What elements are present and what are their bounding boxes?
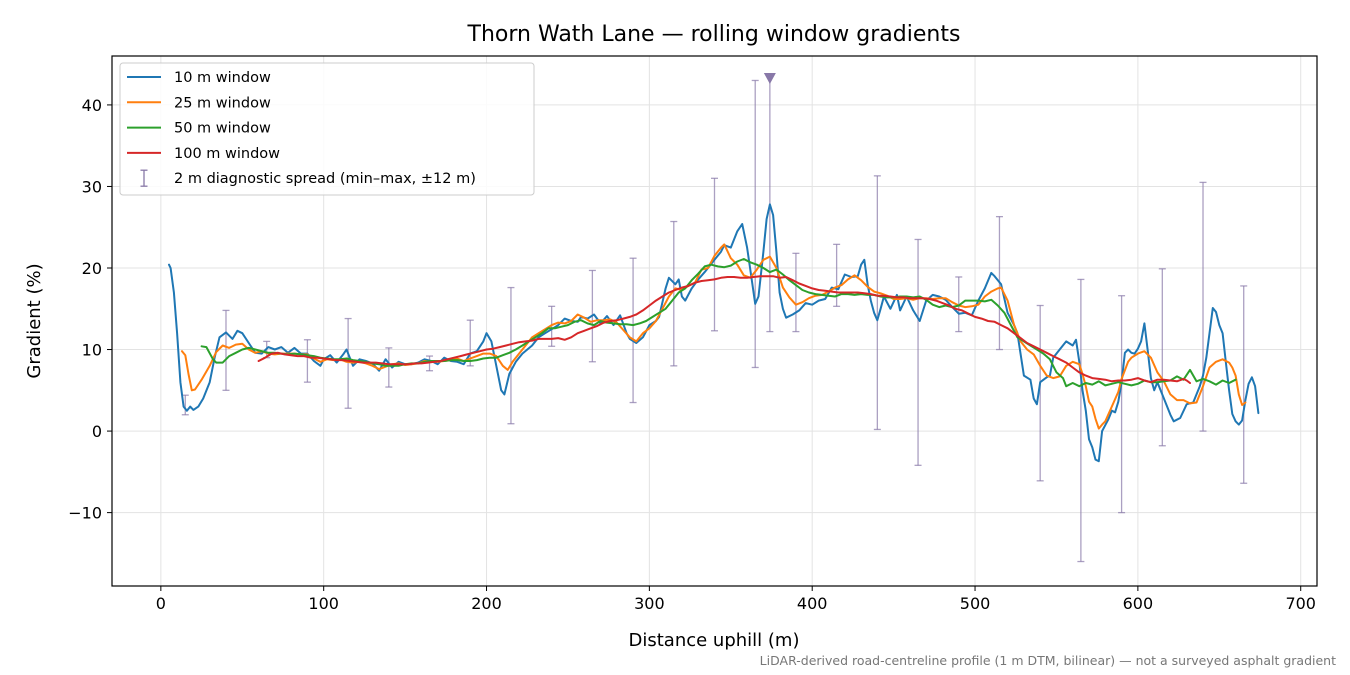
footnote: LiDAR-derived road-centreline profile (1… xyxy=(760,653,1336,668)
legend-label: 25 m window xyxy=(174,95,271,111)
series-line-4 xyxy=(257,275,1191,384)
y-tick-label: 20 xyxy=(82,259,102,278)
y-tick-label: 40 xyxy=(82,96,102,115)
legend-label: 50 m window xyxy=(174,121,271,137)
y-axis-ticks: −10 0 10 20 30 40 xyxy=(68,96,112,523)
y-tick-label: −10 xyxy=(68,504,102,523)
x-tick-label: 600 xyxy=(1123,594,1154,613)
x-axis-ticks: 0 100 200 300 400 500 600 700 xyxy=(156,586,1316,613)
plot-frame xyxy=(111,55,1318,587)
legend-box xyxy=(119,62,535,196)
series-line-1 xyxy=(168,203,1260,463)
legend-label: 100 m window xyxy=(174,146,280,162)
x-tick-label: 400 xyxy=(797,594,828,613)
x-axis-label: Distance uphill (m) xyxy=(629,630,800,651)
x-tick-label: 100 xyxy=(308,594,339,613)
x-tick-label: 0 xyxy=(156,594,166,613)
peak-marker-triangle xyxy=(763,73,776,85)
legend: 10 m window 25 m window 50 m window 100 m w… xyxy=(119,62,535,196)
x-tick-label: 700 xyxy=(1285,594,1316,613)
legend-label: 2 m diagnostic spread (min–max, ±12 m) xyxy=(174,171,476,187)
x-tick-label: 500 xyxy=(960,594,991,613)
y-tick-label: 10 xyxy=(82,341,102,360)
chart-title: Thorn Wath Lane — rolling window gradien… xyxy=(467,22,961,47)
x-tick-label: 300 xyxy=(634,594,665,613)
legend-label: 10 m window xyxy=(174,70,271,86)
series-lines xyxy=(168,203,1260,463)
peak-marker xyxy=(763,73,776,85)
y-tick-label: 30 xyxy=(82,177,102,196)
y-tick-label: 0 xyxy=(92,422,102,441)
x-tick-label: 200 xyxy=(471,594,502,613)
series-line-2 xyxy=(181,243,1247,430)
y-axis-label: Gradient (%) xyxy=(24,263,45,378)
